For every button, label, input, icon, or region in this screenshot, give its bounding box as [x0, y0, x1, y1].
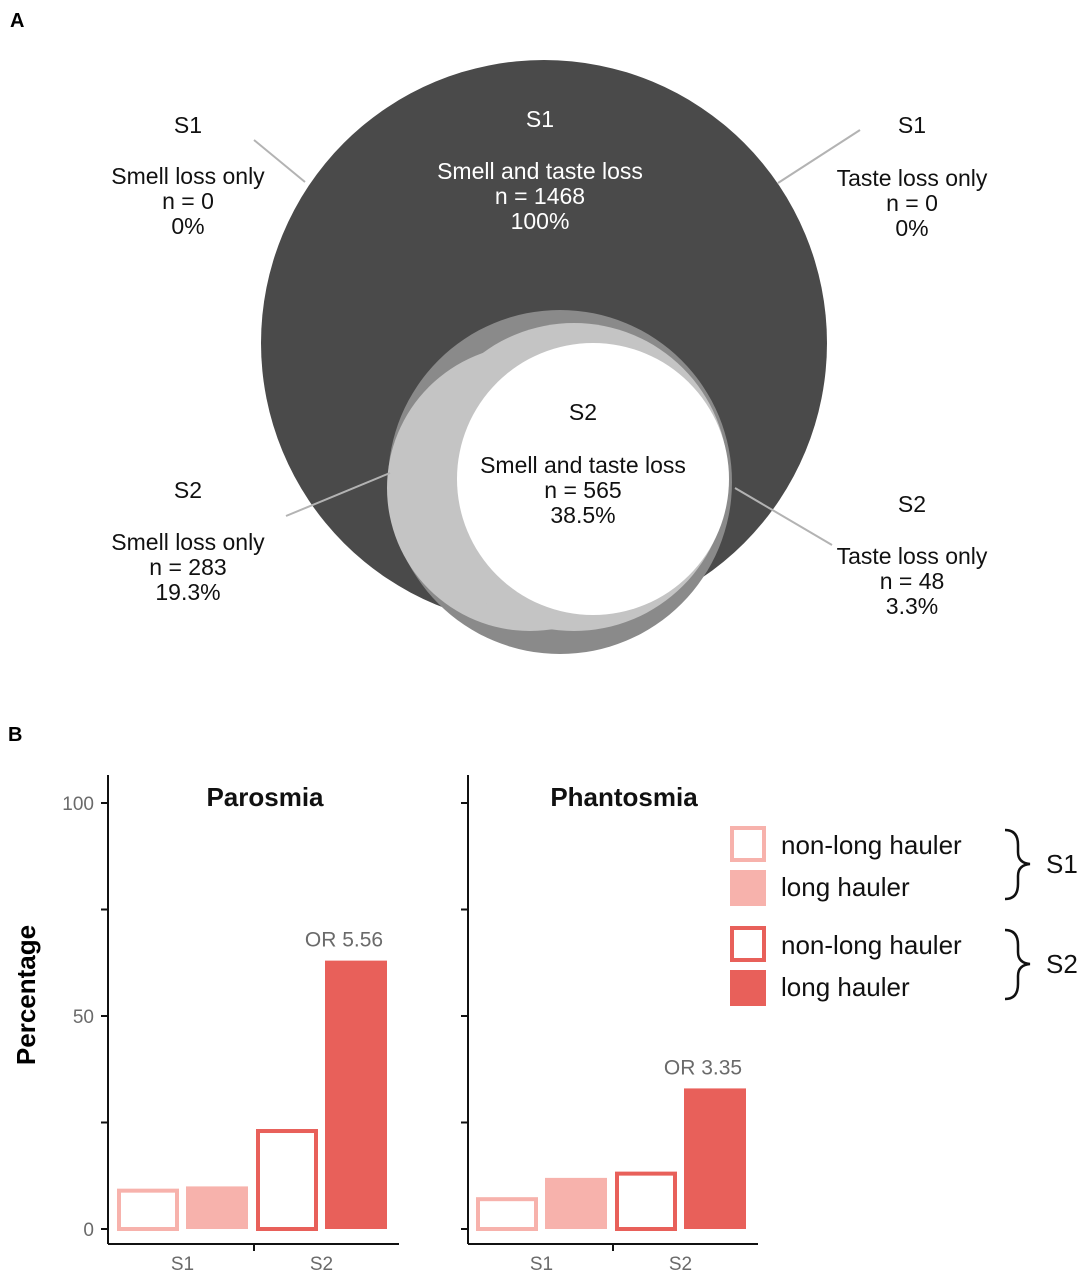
legend-group-s1: S1: [1046, 849, 1078, 879]
s1-left-label: Smell loss only: [111, 163, 265, 189]
s1-center-label: Smell and taste loss: [437, 158, 643, 184]
phantosmia-annotation: OR 3.35: [664, 1056, 742, 1079]
legend-label-s2-nonlong: non-long hauler: [781, 930, 962, 960]
phantosmia-x-tick-label-s1: S1: [530, 1254, 553, 1275]
legend-label-s1-long: long hauler: [781, 872, 910, 902]
phantosmia-bar-s1-long: [545, 1177, 607, 1229]
s1-left-n: n = 0: [162, 188, 214, 214]
legend-swatch-s2-nonlong: [730, 926, 766, 962]
s1-left-pct: 0%: [171, 213, 204, 239]
parosmia-bar-s2-nonlong: [256, 1129, 318, 1232]
s2-left-group-label: S2: [174, 477, 202, 503]
s2-both-circle: [457, 343, 729, 615]
phantosmia-bar-s2-nonlong: [615, 1171, 677, 1231]
parosmia-x-tick-label-s1: S1: [171, 1254, 194, 1275]
s1-right-n: n = 0: [886, 190, 938, 216]
legend-label-s1-nonlong: non-long hauler: [781, 830, 962, 860]
s2-right-n: n = 48: [880, 568, 945, 594]
parosmia-x-tick-label-s2: S2: [310, 1254, 333, 1275]
s2-left-n: n = 283: [149, 554, 226, 580]
parosmia-y-tick-label: 0: [83, 1220, 94, 1241]
s1-right-pct: 0%: [895, 215, 928, 241]
s1-left-group-label: S1: [174, 112, 202, 138]
parosmia-title: Parosmia: [206, 782, 324, 812]
parosmia-chart: 0 50 100 Parosmia S1 S2 OR 5.56: [62, 775, 399, 1275]
legend-swatch-s1-nonlong: [730, 826, 766, 862]
s1-center-n: n = 1468: [495, 183, 585, 209]
s1-right-group-label: S1: [898, 112, 926, 138]
parosmia-bar-s1-long: [186, 1186, 248, 1229]
parosmia-y-tick-label: 100: [62, 794, 94, 815]
s1-center-pct: 100%: [511, 208, 570, 234]
legend-label-s2-long: long hauler: [781, 972, 910, 1002]
parosmia-bar-s2-long: [325, 960, 387, 1229]
panel-a: A S1 Smell and taste loss n = 1468 100% …: [10, 10, 988, 654]
leader-line-s2-taste: [734, 487, 833, 546]
legend-brace-s1: [1004, 828, 1031, 901]
phantosmia-chart: Phantosmia S1 S2 OR 3.35: [461, 775, 758, 1275]
parosmia-annotation: OR 5.56: [305, 929, 383, 952]
s1-right-label: Taste loss only: [837, 165, 988, 191]
legend-swatch-s2-long: [730, 970, 766, 1006]
s2-right-pct: 3.3%: [886, 593, 938, 619]
panel-b: B Percentage 0 50 100 Parosmia S1 S2 OR 5.56 P…: [8, 724, 1078, 1275]
s2-right-label: Taste loss only: [837, 543, 988, 569]
parosmia-y-tick-label: 50: [73, 1007, 94, 1028]
leader-line-s1-taste: [777, 129, 861, 184]
y-axis-label: Percentage: [11, 925, 41, 1065]
legend-swatch-s1-long: [730, 870, 766, 906]
legend-brace-s2: [1004, 928, 1031, 1001]
phantosmia-bar-s1-nonlong: [476, 1197, 538, 1232]
s2-right-group-label: S2: [898, 491, 926, 517]
s2-center-group-label: S2: [569, 399, 597, 425]
s2-center-pct: 38.5%: [550, 502, 615, 528]
s1-center-group-label: S1: [526, 106, 554, 132]
legend-group-s2: S2: [1046, 949, 1078, 979]
phantosmia-title: Phantosmia: [550, 782, 698, 812]
parosmia-bar-s1-nonlong: [117, 1188, 179, 1232]
s2-left-label: Smell loss only: [111, 529, 265, 555]
legend: non-long hauler long hauler non-long hau…: [730, 826, 1078, 1006]
panel-b-letter: B: [8, 724, 22, 746]
s2-center-label: Smell and taste loss: [480, 452, 686, 478]
s2-left-pct: 19.3%: [155, 579, 220, 605]
leader-line-s1-smell: [253, 139, 306, 183]
s2-center-n: n = 565: [544, 477, 621, 503]
phantosmia-x-tick-label-s2: S2: [669, 1254, 692, 1275]
phantosmia-bar-s2-long: [684, 1088, 746, 1229]
leader-line-s2-smell: [285, 472, 391, 517]
panel-a-letter: A: [10, 10, 24, 32]
